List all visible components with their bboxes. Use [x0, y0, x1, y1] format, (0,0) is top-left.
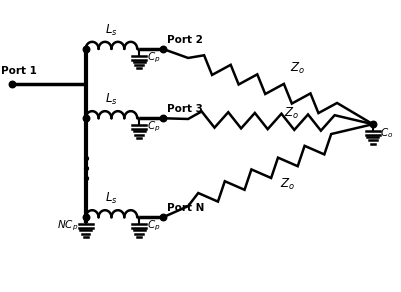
Text: $L_s$: $L_s$ — [105, 191, 117, 206]
Text: $C_p$: $C_p$ — [146, 219, 160, 233]
Text: $NC_p$: $NC_p$ — [57, 219, 78, 233]
Text: Port N: Port N — [166, 203, 204, 213]
Point — [82, 47, 89, 51]
Point — [82, 215, 89, 220]
Point — [159, 47, 166, 51]
Text: Port 3: Port 3 — [166, 104, 202, 114]
Text: $L_s$: $L_s$ — [105, 23, 117, 38]
Text: $Z_o$: $Z_o$ — [279, 177, 294, 192]
Text: Port 2: Port 2 — [166, 35, 202, 45]
Point — [9, 81, 16, 86]
Point — [82, 116, 89, 121]
Text: $C_p$: $C_p$ — [146, 51, 160, 65]
Text: Port 1: Port 1 — [0, 67, 36, 77]
Text: $L_s$: $L_s$ — [105, 92, 117, 107]
Text: $Z_o$: $Z_o$ — [289, 61, 304, 76]
Point — [159, 215, 166, 220]
Point — [159, 116, 166, 121]
Text: $C_p$: $C_p$ — [146, 120, 160, 134]
Point — [369, 122, 375, 126]
Text: $C_o$: $C_o$ — [379, 126, 393, 140]
Text: $Z_o$: $Z_o$ — [283, 106, 298, 121]
